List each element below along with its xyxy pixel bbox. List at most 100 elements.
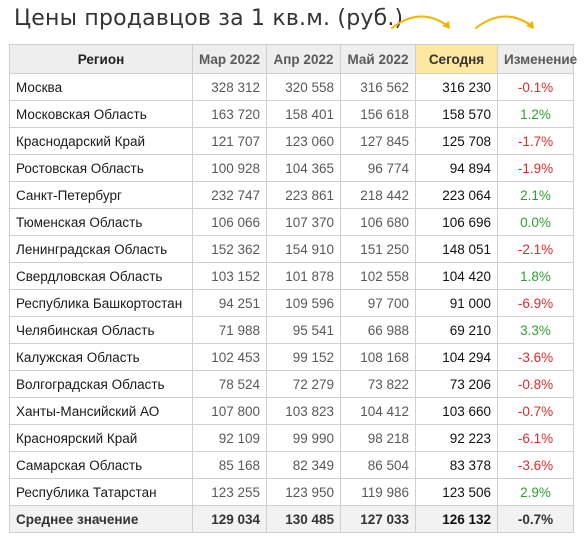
table-row: Челябинская Область 71 988 95 541 66 988 69 … — [9, 316, 574, 344]
may-cell: 218 442 — [340, 181, 416, 209]
may-cell: 66 988 — [340, 316, 416, 344]
mar-cell: 100 928 — [192, 154, 267, 182]
table-row: Республика Татарстан 123 255 123 950 119 98… — [9, 478, 574, 506]
may-cell: 127 845 — [340, 127, 416, 155]
apr-cell: 99 990 — [266, 424, 341, 452]
column-header-apr: Апр 2022 — [266, 44, 341, 74]
apr-cell: 104 365 — [266, 154, 341, 182]
may-cell: 127 033 — [340, 505, 416, 533]
table-row: Свердловская Область 103 152 101 878 102 55… — [9, 262, 574, 290]
mar-cell: 103 152 — [192, 262, 267, 290]
column-header-mar: Мар 2022 — [192, 44, 267, 74]
change-cell: -0.7% — [497, 505, 574, 533]
may-cell: 151 250 — [340, 235, 416, 263]
region-cell: Красноярский Край — [9, 424, 193, 452]
region-cell: Санкт-Петербург — [9, 181, 193, 209]
region-cell: Свердловская Область — [9, 262, 193, 290]
column-header-today: Сегодня — [415, 44, 498, 74]
change-cell: -0.7% — [497, 397, 574, 425]
price-table: Регион Мар 2022 Апр 2022 Май 2022 Сегодн… — [9, 44, 577, 533]
change-cell: -3.6% — [497, 343, 574, 371]
apr-cell: 154 910 — [266, 235, 341, 263]
average-row: Среднее значение 129 034 130 485 127 033 126… — [9, 505, 574, 533]
region-cell: Республика Башкортостан — [9, 289, 193, 317]
may-cell: 106 680 — [340, 208, 416, 236]
may-cell: 73 822 — [340, 370, 416, 398]
mar-cell: 106 066 — [192, 208, 267, 236]
may-cell: 316 562 — [340, 73, 416, 101]
change-cell: -1.9% — [497, 154, 574, 182]
today-cell: 148 051 — [415, 235, 498, 263]
change-cell: -6.9% — [497, 289, 574, 317]
column-header-change: Изменение — [497, 44, 577, 74]
column-header-may: Май 2022 — [340, 44, 416, 74]
may-cell: 104 412 — [340, 397, 416, 425]
may-cell: 102 558 — [340, 262, 416, 290]
today-cell: 104 420 — [415, 262, 498, 290]
today-cell: 126 132 — [415, 505, 498, 533]
table-row: Красноярский Край 92 109 99 990 98 218 92 22… — [9, 424, 574, 452]
region-cell: Тюменская Область — [9, 208, 193, 236]
apr-cell: 103 823 — [266, 397, 341, 425]
may-cell: 119 986 — [340, 478, 416, 506]
mar-cell: 129 034 — [192, 505, 267, 533]
may-cell: 97 700 — [340, 289, 416, 317]
change-cell: 2.1% — [497, 181, 574, 209]
mar-cell: 328 312 — [192, 73, 267, 101]
region-cell: Республика Татарстан — [9, 478, 193, 506]
region-cell: Москва — [9, 73, 193, 101]
today-cell: 91 000 — [415, 289, 498, 317]
apr-cell: 82 349 — [266, 451, 341, 479]
change-cell: 3.3% — [497, 316, 574, 344]
mar-cell: 78 524 — [192, 370, 267, 398]
region-cell: Ленинградская Область — [9, 235, 193, 263]
table-row: Калужская Область 102 453 99 152 108 168 104… — [9, 343, 574, 371]
change-cell: -1.7% — [497, 127, 574, 155]
apr-cell: 101 878 — [266, 262, 341, 290]
region-cell: Челябинская Область — [9, 316, 193, 344]
mar-cell: 107 800 — [192, 397, 267, 425]
region-cell: Ростовская Область — [9, 154, 193, 182]
may-cell: 98 218 — [340, 424, 416, 452]
region-cell: Ханты-Мансийский АО — [9, 397, 193, 425]
change-cell: -6.1% — [497, 424, 574, 452]
table-row: Ленинградская Область 152 362 154 910 151 2… — [9, 235, 574, 263]
today-cell: 83 378 — [415, 451, 498, 479]
apr-cell: 99 152 — [266, 343, 341, 371]
table-row: Ростовская Область 100 928 104 365 96 774 94… — [9, 154, 574, 182]
apr-cell: 109 596 — [266, 289, 341, 317]
today-cell: 123 506 — [415, 478, 498, 506]
region-cell: Волгоградская Область — [9, 370, 193, 398]
table-row: Волгоградская Область 78 524 72 279 73 822 7… — [9, 370, 574, 398]
apr-cell: 130 485 — [266, 505, 341, 533]
table-row: Санкт-Петербург 232 747 223 861 218 442 223 … — [9, 181, 574, 209]
mar-cell: 94 251 — [192, 289, 267, 317]
table-row: Тюменская Область 106 066 107 370 106 680 10… — [9, 208, 574, 236]
curved-arrow-icon — [475, 15, 533, 29]
apr-cell: 95 541 — [266, 316, 341, 344]
change-cell: 0.0% — [497, 208, 574, 236]
table-row: Москва 328 312 320 558 316 562 316 230 -0.1% — [9, 73, 574, 101]
page-title: Цены продавцов за 1 кв.м. (руб.) — [14, 6, 404, 31]
table-row: Республика Башкортостан 94 251 109 596 97 7… — [9, 289, 574, 317]
apr-cell: 72 279 — [266, 370, 341, 398]
today-cell: 94 894 — [415, 154, 498, 182]
today-cell: 103 660 — [415, 397, 498, 425]
change-cell: 2.9% — [497, 478, 574, 506]
table-row: Московская Область 163 720 158 401 156 618 1… — [9, 100, 574, 128]
change-cell: 1.8% — [497, 262, 574, 290]
change-cell: 1.2% — [497, 100, 574, 128]
table-row: Краснодарский Край 121 707 123 060 127 845 1… — [9, 127, 574, 155]
may-cell: 156 618 — [340, 100, 416, 128]
mar-cell: 163 720 — [192, 100, 267, 128]
mar-cell: 123 255 — [192, 478, 267, 506]
today-cell: 73 206 — [415, 370, 498, 398]
apr-cell: 158 401 — [266, 100, 341, 128]
today-cell: 125 708 — [415, 127, 498, 155]
today-cell: 69 210 — [415, 316, 498, 344]
region-cell: Краснодарский Край — [9, 127, 193, 155]
today-cell: 223 064 — [415, 181, 498, 209]
region-cell: Среднее значение — [9, 505, 193, 533]
change-cell: -2.1% — [497, 235, 574, 263]
mar-cell: 152 362 — [192, 235, 267, 263]
